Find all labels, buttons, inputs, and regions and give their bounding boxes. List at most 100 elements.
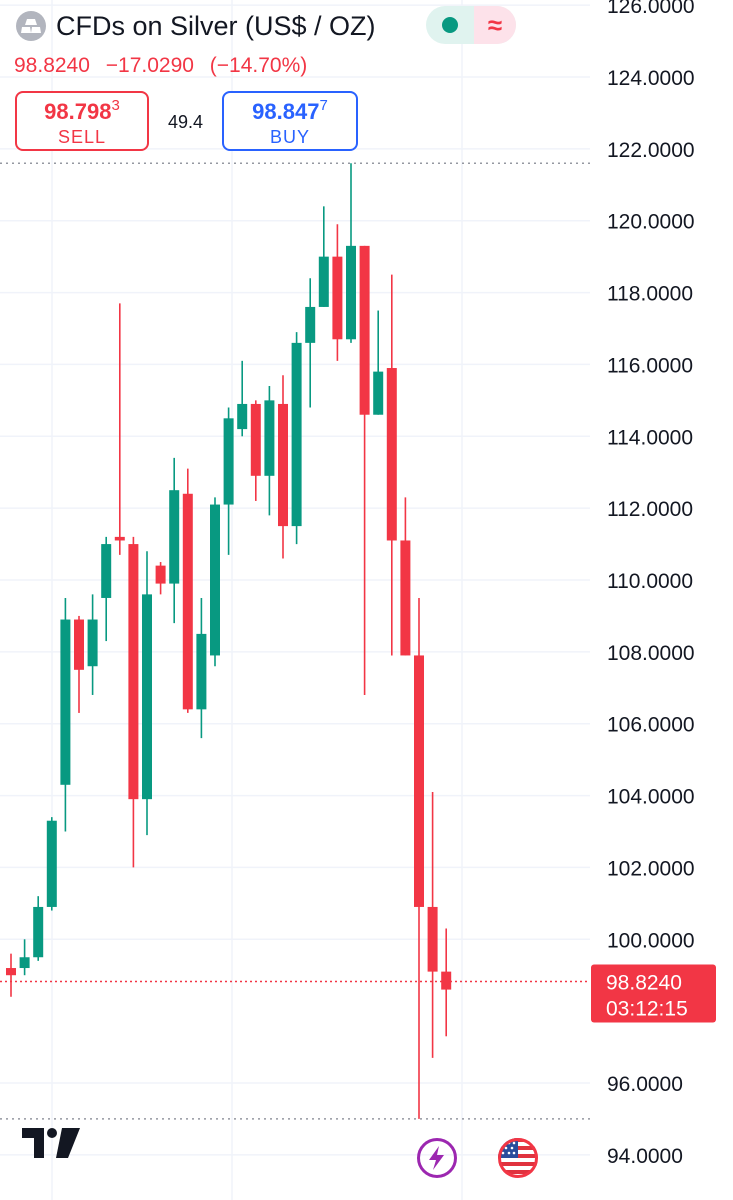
y-tick-label: 120.0000 — [607, 211, 695, 234]
y-tick-label: 104.0000 — [607, 786, 695, 809]
sell-label: SELL — [57, 127, 107, 147]
candle — [155, 562, 166, 595]
y-tick-label: 114.0000 — [607, 426, 693, 449]
candle-body — [101, 544, 112, 598]
market-status-pill[interactable]: ≈ — [426, 6, 516, 44]
candle-body — [250, 403, 261, 476]
buy-button[interactable]: 98.8477 BUY — [222, 91, 358, 151]
y-tick-label: 96.0000 — [607, 1073, 683, 1096]
candle-body — [114, 536, 125, 541]
candle-body — [278, 403, 288, 527]
candle — [74, 615, 84, 713]
chart-grid — [0, 0, 590, 1200]
price-change: −17.0290 — [105, 54, 194, 77]
candle — [142, 551, 152, 836]
silver-bars-icon — [16, 11, 46, 41]
candle-body — [332, 256, 343, 340]
candle — [264, 385, 275, 516]
y-tick-label: 106.0000 — [607, 714, 695, 737]
candle — [346, 163, 356, 343]
y-tick-label: 100.0000 — [607, 929, 695, 952]
candle — [318, 206, 329, 307]
candle-body — [237, 403, 248, 430]
candle — [6, 953, 16, 997]
candle-body — [441, 971, 452, 990]
candle-body — [74, 619, 84, 670]
candle-body — [155, 565, 166, 584]
candle-body — [33, 906, 44, 958]
candle — [305, 278, 316, 408]
y-tick-label: 122.0000 — [607, 139, 695, 162]
candle — [400, 497, 411, 656]
spread-value: 49.4 — [167, 112, 204, 132]
candle — [33, 896, 44, 961]
candle-body — [196, 633, 207, 710]
reference-lines — [0, 162, 590, 1120]
candle — [210, 497, 220, 667]
sell-price: 98.7983 — [44, 97, 120, 124]
candle-body — [46, 820, 57, 907]
candle-body — [169, 490, 180, 584]
candle — [182, 468, 193, 713]
candle-body — [142, 594, 152, 800]
y-tick-label: 108.0000 — [607, 642, 695, 665]
y-tick-label: 110.0000 — [607, 570, 693, 593]
y-tick-label: 102.0000 — [607, 857, 695, 880]
candle-body — [128, 544, 139, 800]
badge-countdown: 03:12:15 — [606, 998, 688, 1021]
sell-button[interactable]: 98.7983 SELL — [15, 91, 149, 151]
symbol-row[interactable]: CFDs on Silver (US$ / OZ) — [16, 6, 376, 46]
candle — [373, 310, 384, 415]
us-flag-icon[interactable] — [498, 1138, 538, 1178]
candle — [60, 597, 71, 832]
candle — [128, 536, 139, 868]
last-price: 98.8240 — [14, 54, 90, 77]
candle — [386, 274, 397, 656]
y-tick-label: 124.0000 — [607, 67, 695, 90]
candle — [441, 928, 452, 1037]
candle — [114, 303, 125, 555]
candle — [196, 597, 207, 739]
y-tick-label: 112.0000 — [607, 498, 693, 521]
candle-body — [346, 245, 356, 340]
lightning-icon[interactable] — [417, 1138, 457, 1178]
candle — [250, 400, 261, 501]
chart-header: CFDs on Silver (US$ / OZ) ≈ 98.8240 −17.… — [0, 0, 590, 160]
candle — [101, 536, 112, 642]
candle — [278, 375, 288, 559]
candle-body — [87, 619, 98, 667]
candle — [169, 457, 180, 624]
candle — [414, 597, 424, 1119]
buy-label: BUY — [269, 127, 310, 147]
candle-body — [182, 493, 193, 710]
y-tick-label: 118.0000 — [607, 283, 693, 306]
candle — [359, 245, 370, 695]
buy-price: 98.8477 — [252, 97, 328, 124]
last-price-badge-bg — [591, 964, 716, 1023]
tradingview-logo-icon[interactable] — [22, 1128, 80, 1158]
candle-body — [400, 540, 411, 656]
symbol-title[interactable]: CFDs on Silver (US$ / OZ) — [56, 10, 376, 41]
candle-body — [210, 504, 220, 656]
price-change-line: 98.8240 −17.0290 (−14.70%) — [14, 54, 317, 78]
candle-body — [291, 342, 302, 527]
y-tick-label: 116.0000 — [607, 354, 693, 377]
candle-body — [359, 245, 370, 415]
candle-body — [60, 619, 71, 785]
candle-body — [19, 957, 30, 969]
candle — [332, 224, 343, 361]
price-change-percent: (−14.70%) — [209, 54, 308, 77]
y-tick-label: 126.0000 — [607, 0, 695, 18]
y-tick-label: 94.0000 — [607, 1145, 683, 1168]
candle-body — [427, 906, 438, 972]
market-open-dot-icon — [442, 17, 458, 33]
candle-body — [373, 371, 384, 415]
candle-body — [386, 368, 397, 541]
price-axis[interactable]: 126.0000 124.0000 122.0000 120.0000 118.0000… — [607, 0, 695, 1168]
candles — [6, 163, 452, 1119]
candle — [427, 791, 438, 1058]
candle — [46, 817, 57, 911]
candle — [237, 360, 248, 437]
badge-price: 98.8240 — [606, 972, 682, 995]
